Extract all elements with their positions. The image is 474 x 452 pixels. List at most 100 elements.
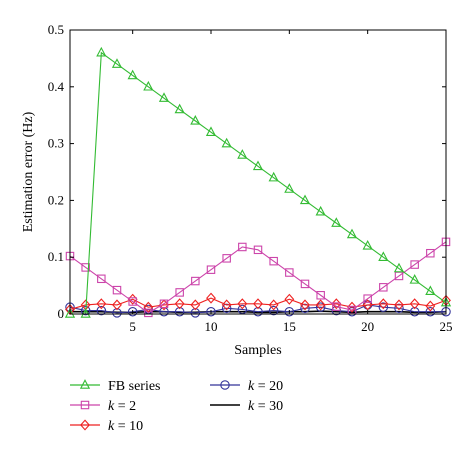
data-point-k-20 [394, 303, 404, 314]
data-point-k-2 [253, 245, 263, 255]
data-point-fb-series [315, 205, 326, 216]
data-point-k-10 [315, 299, 326, 311]
data-point-k-20 [253, 306, 263, 317]
data-point-k-10 [159, 299, 169, 311]
data-point-k-2 [81, 263, 90, 272]
data-point-k-20 [300, 303, 310, 314]
data-point-fb-series [143, 80, 154, 91]
data-point-fb-series [268, 171, 279, 182]
data-point-k-10 [237, 298, 248, 310]
x-tick-label: 20 [361, 319, 374, 334]
data-point-k-20 [112, 308, 122, 318]
data-point-k-10 [112, 299, 122, 311]
data-point-fb-series [127, 69, 138, 80]
legend-label-k-20: k = 20 [248, 379, 283, 394]
data-point-k-20 [268, 305, 279, 316]
data-point-k-10 [253, 298, 263, 310]
data-point-fb-series [64, 308, 76, 318]
data-point-k-10 [268, 299, 279, 311]
data-point-k-2 [191, 276, 200, 286]
legend-entry-k-30: k = 30 [210, 399, 283, 414]
legend-marker-fb-series [79, 379, 91, 389]
data-point-k-20 [409, 306, 420, 317]
data-point-fb-series [96, 46, 107, 57]
data-point-k-2 [112, 285, 122, 295]
data-point-fb-series [393, 262, 405, 273]
data-point-k-10 [378, 298, 389, 310]
data-point-k-10 [143, 301, 154, 313]
data-point-k-2 [144, 308, 153, 318]
data-point-fb-series [378, 251, 389, 261]
legend-marker-k-10 [80, 419, 90, 431]
data-point-k-20 [96, 305, 107, 316]
series-fb-series [64, 46, 452, 318]
data-point-k-2 [379, 283, 388, 292]
data-point-fb-series [80, 308, 91, 318]
y-tick-label: 0.4 [48, 79, 65, 94]
x-tick-label: 25 [440, 319, 453, 334]
axis-ticks: 5 10 15 20 25 0 0.1 0.2 0.3 0.4 0.5 [48, 22, 453, 334]
data-point-fb-series [221, 137, 232, 148]
data-point-k-2 [128, 297, 137, 306]
data-point-k-20 [425, 306, 436, 317]
data-point-k-10 [409, 298, 420, 310]
data-point-k-2 [159, 299, 169, 309]
legend-entry-fb-series: FB series [70, 379, 161, 394]
data-point-k-10 [190, 299, 201, 311]
data-point-k-2 [426, 248, 435, 258]
series-line-k-2 [69, 241, 447, 314]
data-point-fb-series [284, 183, 295, 193]
legend-label-k-10: k = 10 [108, 419, 143, 434]
data-point-fb-series [237, 149, 248, 159]
data-point-k-10 [300, 299, 310, 311]
y-tick-label: 0 [58, 306, 65, 321]
data-point-k-2 [222, 254, 231, 263]
legend-entry-k-20: k = 20 [210, 379, 283, 394]
data-point-fb-series [252, 160, 264, 171]
legend-label-k-2: k = 2 [108, 399, 136, 414]
data-point-fb-series [158, 92, 170, 102]
data-point-k-20 [284, 306, 295, 317]
x-tick-label: 10 [205, 319, 218, 334]
data-point-k-10 [174, 298, 185, 310]
legend-label-fb-series: FB series [108, 379, 161, 394]
data-point-k-2 [332, 302, 341, 311]
legend-marker-k-2 [80, 400, 90, 410]
data-point-k-10 [96, 298, 107, 310]
y-tick-label: 0.1 [48, 249, 64, 264]
data-point-k-10 [206, 292, 216, 304]
data-point-fb-series [174, 103, 185, 114]
x-tick-label: 5 [129, 319, 136, 334]
legend-entry-k-10: k = 10 [70, 419, 143, 434]
y-tick-label: 0.3 [48, 136, 64, 151]
data-point-fb-series [331, 217, 342, 227]
y-axis-label: Estimation error (Hz) [21, 111, 36, 232]
legend-entry-k-2: k = 2 [70, 399, 136, 414]
data-point-k-2 [97, 274, 106, 284]
data-point-k-20 [127, 306, 138, 317]
data-point-k-10 [347, 301, 357, 313]
plot-frame [69, 29, 447, 315]
data-point-fb-series [409, 274, 420, 284]
data-point-k-20 [190, 308, 201, 318]
series-layer [64, 46, 452, 318]
data-point-k-10 [394, 299, 404, 311]
data-point-k-2 [269, 256, 278, 266]
data-point-k-20 [206, 306, 216, 317]
data-point-k-20 [315, 302, 326, 312]
data-point-k-2 [363, 294, 372, 303]
data-point-k-10 [221, 299, 232, 311]
data-point-k-2 [316, 291, 325, 300]
data-point-k-2 [410, 260, 419, 269]
legend-label-k-30: k = 30 [248, 399, 283, 414]
data-point-k-20 [221, 303, 232, 314]
data-point-k-20 [174, 306, 185, 317]
data-point-fb-series [111, 58, 123, 68]
x-tick-label: 15 [283, 319, 296, 334]
data-point-fb-series [299, 194, 311, 205]
data-point-k-20 [378, 302, 389, 312]
data-point-k-10 [425, 300, 436, 312]
legend-marker-k-20 [220, 380, 230, 390]
y-tick-label: 0.2 [48, 192, 64, 207]
series-line-fb-series [70, 51, 447, 315]
